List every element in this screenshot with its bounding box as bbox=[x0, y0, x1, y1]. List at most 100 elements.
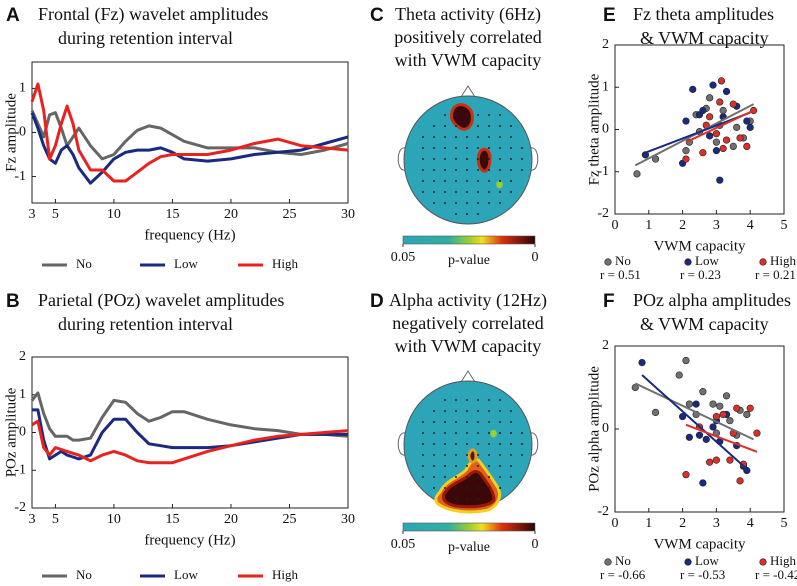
y-axis-label: POz amplitude bbox=[3, 387, 19, 477]
data-point bbox=[716, 176, 724, 184]
legend-annotation: r = 0.21 bbox=[755, 267, 796, 282]
electrode bbox=[510, 454, 512, 456]
panel-title: Theta activity (6Hz) bbox=[395, 4, 541, 25]
trend-line bbox=[685, 423, 758, 453]
electrode bbox=[455, 158, 457, 160]
electrode bbox=[422, 421, 424, 423]
electrode bbox=[444, 443, 446, 445]
x-axis-label: frequency (Hz) bbox=[144, 227, 235, 243]
data-point bbox=[712, 412, 721, 421]
y-tick-label: 2 bbox=[602, 37, 609, 52]
x-tick-label: 15 bbox=[165, 207, 179, 222]
panel-letter: C bbox=[370, 5, 384, 26]
panel-letter: B bbox=[6, 291, 20, 312]
electrode bbox=[499, 421, 501, 423]
electrode bbox=[510, 180, 512, 182]
x-tick-label: 2 bbox=[679, 218, 686, 233]
electrode bbox=[433, 125, 435, 127]
electrode bbox=[477, 421, 479, 423]
panel-letter: A bbox=[6, 5, 20, 26]
trend-line bbox=[685, 109, 755, 144]
legend-label: No bbox=[76, 567, 92, 582]
electrode bbox=[499, 180, 501, 182]
electrode bbox=[444, 399, 446, 401]
data-point bbox=[685, 433, 693, 441]
electrode bbox=[488, 202, 490, 204]
electrode bbox=[433, 191, 435, 193]
data-point bbox=[743, 117, 751, 125]
electrode bbox=[433, 421, 435, 423]
legend-annotation: r = -0.42 bbox=[755, 567, 797, 582]
plot-frame bbox=[31, 356, 349, 509]
electrode bbox=[488, 158, 490, 160]
data-point bbox=[743, 142, 751, 150]
electrode bbox=[455, 487, 457, 489]
electrode bbox=[488, 465, 490, 467]
electrode bbox=[499, 169, 501, 171]
data-point bbox=[692, 400, 700, 408]
electrode bbox=[466, 421, 468, 423]
electrode bbox=[499, 443, 501, 445]
data-point bbox=[706, 94, 714, 102]
electrode bbox=[466, 432, 468, 434]
significance-cluster bbox=[450, 103, 474, 131]
electrode bbox=[477, 125, 479, 127]
data-point bbox=[682, 356, 690, 365]
data-point bbox=[706, 458, 714, 466]
electrode bbox=[477, 454, 479, 456]
electrode bbox=[499, 136, 501, 138]
electrode bbox=[477, 147, 479, 149]
data-point bbox=[689, 85, 697, 93]
electrode bbox=[455, 443, 457, 445]
electrode bbox=[455, 147, 457, 149]
x-axis-label: VWM capacity bbox=[653, 536, 746, 552]
electrode bbox=[521, 169, 523, 171]
electrode bbox=[499, 487, 501, 489]
data-point bbox=[675, 371, 683, 379]
data-line bbox=[30, 82, 349, 183]
electrode bbox=[455, 454, 457, 456]
y-tick-label: 2 bbox=[602, 338, 609, 353]
electrode bbox=[444, 454, 446, 456]
data-point bbox=[709, 400, 717, 408]
x-tick-label: 25 bbox=[282, 207, 296, 222]
data-point bbox=[719, 410, 727, 419]
electrode bbox=[455, 202, 457, 204]
electrode bbox=[466, 114, 468, 116]
y-axis-label: POz alpha amplitude bbox=[586, 366, 602, 492]
electrode bbox=[444, 125, 446, 127]
x-tick-label: 20 bbox=[224, 512, 238, 527]
electrode bbox=[477, 498, 479, 500]
x-tick-label: 3 bbox=[713, 218, 720, 233]
electrode bbox=[444, 410, 446, 412]
legend-label: High bbox=[272, 567, 299, 582]
electrode bbox=[455, 465, 457, 467]
x-tick-label: 30 bbox=[341, 207, 355, 222]
electrode bbox=[466, 147, 468, 149]
legend-label: Low bbox=[174, 256, 198, 271]
electrode bbox=[455, 213, 457, 215]
x-tick-label: 10 bbox=[107, 512, 121, 527]
x-tick-label: 20 bbox=[224, 207, 238, 222]
electrode bbox=[444, 136, 446, 138]
panel-letter: D bbox=[370, 291, 384, 312]
data-point bbox=[736, 134, 744, 142]
data-point bbox=[641, 151, 650, 159]
electrode bbox=[510, 465, 512, 467]
significance-cluster bbox=[442, 470, 496, 509]
data-point bbox=[733, 123, 741, 131]
electrode bbox=[433, 202, 435, 204]
electrode bbox=[499, 465, 501, 467]
x-tick-label: 5 bbox=[781, 516, 788, 531]
data-line bbox=[30, 112, 349, 185]
electrode bbox=[466, 476, 468, 478]
legend-swatch bbox=[684, 558, 692, 566]
electrode bbox=[444, 421, 446, 423]
data-point bbox=[726, 456, 734, 464]
electrode bbox=[455, 114, 457, 116]
legend-swatch bbox=[604, 258, 612, 266]
y-tick-label: 0 bbox=[19, 425, 26, 440]
y-tick-label: -2 bbox=[597, 504, 609, 519]
x-tick-label: 5 bbox=[52, 207, 59, 222]
panel-title: Parietal (POz) wavelet amplitudes bbox=[38, 290, 284, 311]
